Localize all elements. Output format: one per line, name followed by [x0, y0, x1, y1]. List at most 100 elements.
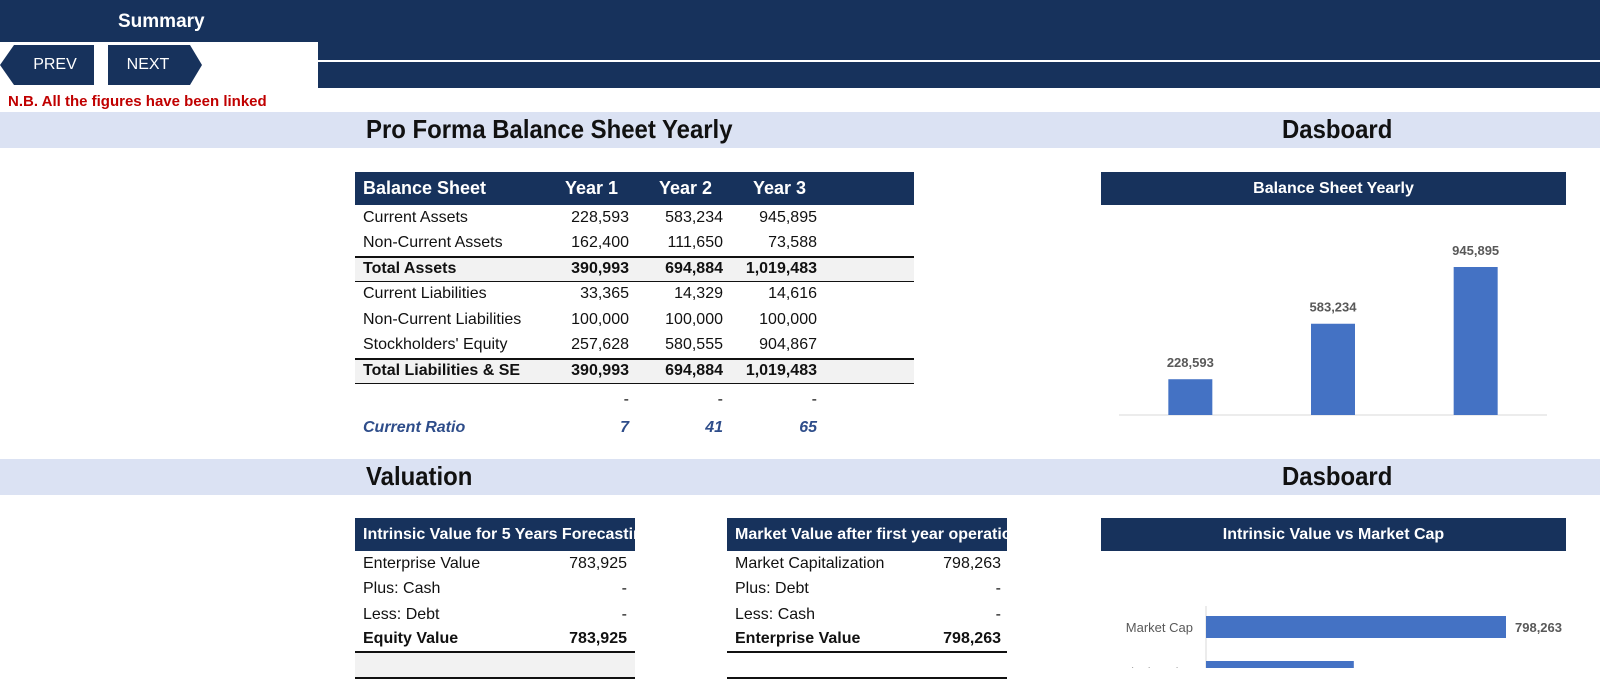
prev-button[interactable]: PREV: [0, 45, 94, 85]
intrinsic-header: Intrinsic Value for 5 Years Forecasting: [355, 518, 653, 551]
table-row: Current Assets 228,593 583,234 945,895: [355, 205, 914, 231]
row-value: 73,588: [768, 234, 817, 252]
row-value: -: [717, 391, 723, 409]
table-row: Plus: Cash -: [355, 577, 635, 603]
row-label: Total Assets: [363, 260, 457, 278]
market-title: Market Value after first year operation: [735, 525, 1022, 543]
row-value: -: [623, 391, 629, 409]
header-band-lower: [318, 62, 1600, 88]
valuation-bar-chart: Market Cap 798,263 Intrinsic Value 783,925: [1112, 606, 1562, 691]
hbar-2: [1206, 661, 1354, 683]
balance-chart-title: Balance Sheet Yearly: [1101, 172, 1566, 205]
balance-sheet-header: Balance Sheet Year 1 Year 2 Year 3: [355, 172, 914, 205]
header-label: Balance Sheet: [363, 178, 487, 198]
valuation-chart-panel: Intrinsic Value vs Market Cap Market Cap…: [1101, 518, 1566, 691]
row-value: -: [621, 605, 627, 623]
row-value: 257,628: [571, 336, 629, 354]
balance-section-band: [0, 112, 1600, 148]
balance-bar-chart: 228,593Year 1583,234Year 2945,895Year 3: [1119, 243, 1547, 445]
row-value: 65: [799, 418, 817, 436]
valuation-chart-title: Intrinsic Value vs Market Cap: [1101, 518, 1566, 551]
current-ratio-row: Current Ratio 7 41 65: [355, 415, 914, 441]
bar-value-label: 945,895: [1452, 243, 1499, 258]
valuation-section-title: Valuation: [366, 461, 473, 491]
row-value: 783,925: [569, 630, 627, 648]
row-value: -: [995, 580, 1001, 598]
row-label: Less: Debt: [363, 605, 440, 623]
total-liabilities-row: Total Liabilities & SE 390,993 694,884 1…: [355, 358, 914, 384]
header-year-2: Year 2: [659, 178, 713, 198]
table-row: Plus: Debt -: [727, 577, 1007, 603]
row-value: 100,000: [665, 310, 723, 328]
row-label: Non-Current Liabilities: [363, 310, 522, 328]
bar-3: [1453, 267, 1498, 415]
row-label: Current Ratio: [363, 418, 466, 436]
row-label: Equity Value: [363, 630, 459, 648]
table-row: Non-Current Liabilities 100,000 100,000 …: [355, 307, 914, 333]
row-label: Less: Cash: [735, 605, 816, 623]
bar-1: [1168, 379, 1213, 415]
bar-value-label: 798,263: [1515, 620, 1562, 635]
row-value: 583,234: [665, 208, 723, 226]
intrinsic-value-table: Intrinsic Value for 5 Years Forecasting …: [355, 518, 653, 679]
row-value: 111,650: [667, 234, 723, 252]
row-label: Stockholders' Equity: [363, 336, 508, 354]
intrinsic-footer: [355, 653, 635, 679]
row-value: 798,263: [943, 630, 1001, 648]
market-header: Market Value after first year operation: [727, 518, 1021, 551]
category-label: Market Cap: [1126, 620, 1193, 635]
table-row: Stockholders' Equity 257,628 580,555 904…: [355, 333, 914, 359]
row-value: 33,365: [580, 285, 629, 303]
row-value: 228,593: [571, 208, 629, 226]
row-value: -: [995, 605, 1001, 623]
row-label: Non-Current Assets: [363, 234, 503, 252]
row-value: 390,993: [571, 260, 629, 278]
row-label: Total Liabilities & SE: [363, 362, 521, 380]
balance-sheet-table: Balance Sheet Year 1 Year 2 Year 3 Curre…: [355, 172, 914, 441]
row-label: Plus: Debt: [735, 580, 809, 598]
total-assets-row: Total Assets 390,993 694,884 1,019,483: [355, 256, 914, 282]
bar-2: [1311, 323, 1355, 415]
table-row: Enterprise Value 783,925: [355, 551, 635, 577]
row-value: 904,867: [759, 336, 817, 354]
row-value: 694,884: [665, 362, 723, 380]
intrinsic-title: Intrinsic Value for 5 Years Forecasting: [363, 525, 653, 543]
top-title-bar: [0, 0, 1600, 42]
row-value: 14,329: [674, 285, 723, 303]
bar-value-label: 228,593: [1167, 355, 1214, 370]
bar-value-label: 583,234: [1310, 300, 1358, 315]
row-value: 1,019,483: [745, 362, 817, 380]
header-year-3: Year 3: [753, 178, 807, 198]
header-band: [318, 42, 1600, 60]
table-row: Market Capitalization 798,263: [727, 551, 1007, 577]
hbar-1: [1206, 616, 1506, 638]
row-value: 580,555: [665, 336, 723, 354]
table-row: Current Liabilities 33,365 14,329 14,616: [355, 282, 914, 308]
linked-figures-note: N.B. All the figures have been linked: [8, 93, 267, 110]
enterprise-value-row: Enterprise Value 798,263: [727, 628, 1007, 653]
row-value: 100,000: [571, 310, 629, 328]
row-value: 945,895: [759, 208, 817, 226]
table-row: Less: Cash -: [727, 602, 1007, 628]
row-value: 162,400: [571, 234, 629, 252]
valuation-section-band: [0, 459, 1600, 495]
row-value: 100,000: [759, 310, 817, 328]
equity-value-row: Equity Value 783,925: [355, 628, 635, 653]
row-label: Enterprise Value: [735, 630, 861, 648]
dash-row: - - -: [355, 388, 914, 414]
row-value: -: [621, 580, 627, 598]
header-year-1: Year 1: [565, 178, 619, 198]
row-value: 41: [705, 418, 723, 436]
category-label: Intrinsic Value: [1112, 665, 1193, 668]
row-value: -: [811, 391, 817, 409]
market-footer: [727, 653, 1007, 679]
table-row: Less: Debt -: [355, 602, 635, 628]
next-button[interactable]: NEXT: [108, 45, 202, 85]
row-value: 694,884: [665, 260, 723, 278]
row-value: 14,616: [768, 285, 817, 303]
row-label: Current Assets: [363, 208, 468, 226]
page-title: Summary: [118, 11, 205, 32]
row-value: 783,925: [569, 554, 627, 572]
bar-value-label: 783,925: [1363, 665, 1410, 668]
dashboard-title-1: Dasboard: [1282, 114, 1393, 144]
